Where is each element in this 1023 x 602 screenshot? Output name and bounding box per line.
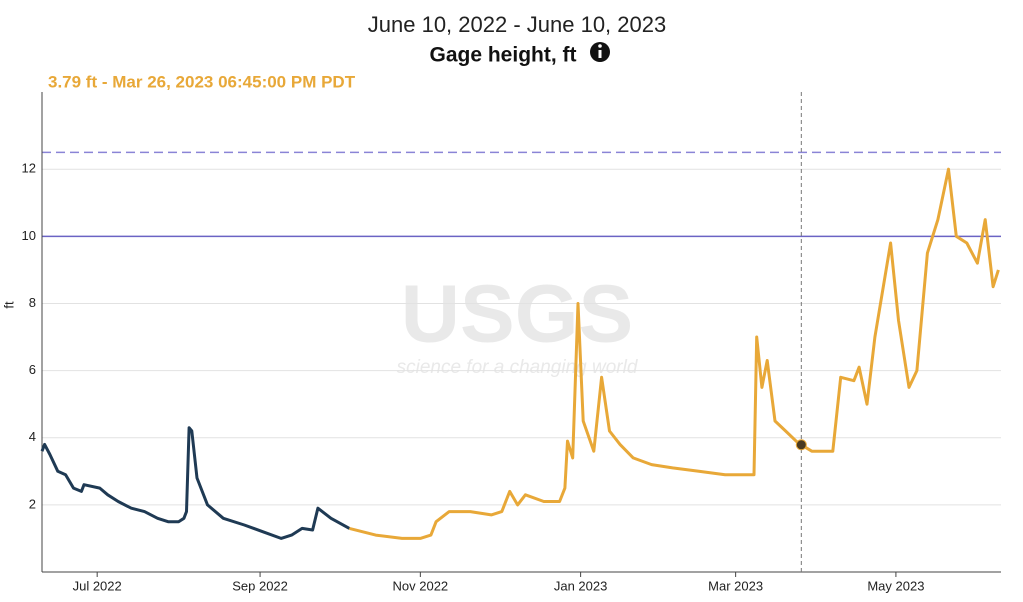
x-tick-label: Mar 2023 xyxy=(708,578,763,593)
tooltip-label: 3.79 ft - Mar 26, 2023 06:45:00 PM PDT xyxy=(48,72,356,91)
watermark-tagline: science for a changing world xyxy=(397,357,639,378)
y-tick-label: 4 xyxy=(29,429,36,444)
series-line xyxy=(40,426,351,540)
y-tick-label: 2 xyxy=(29,496,36,511)
chart-subtitle: June 10, 2022 - June 10, 2023 xyxy=(368,12,666,37)
cursor-point xyxy=(795,439,807,451)
y-tick-label: 6 xyxy=(29,362,36,377)
x-tick-label: Jul 2022 xyxy=(73,578,122,593)
y-tick-label: 10 xyxy=(22,228,36,243)
watermark-logo: USGS xyxy=(401,269,633,360)
y-axis-label: ft xyxy=(1,301,16,309)
x-tick-label: Jan 2023 xyxy=(554,578,608,593)
parameter-label: Gage height, ft xyxy=(430,44,577,67)
info-icon[interactable] xyxy=(590,42,610,62)
x-tick-label: Nov 2022 xyxy=(393,578,449,593)
x-tick-label: Sep 2022 xyxy=(232,578,288,593)
info-dot xyxy=(598,44,602,48)
y-tick-label: 8 xyxy=(29,295,36,310)
info-bar xyxy=(598,50,602,58)
y-tick-label: 12 xyxy=(22,161,36,176)
series-line xyxy=(349,167,1000,540)
x-tick-label: May 2023 xyxy=(867,578,924,593)
